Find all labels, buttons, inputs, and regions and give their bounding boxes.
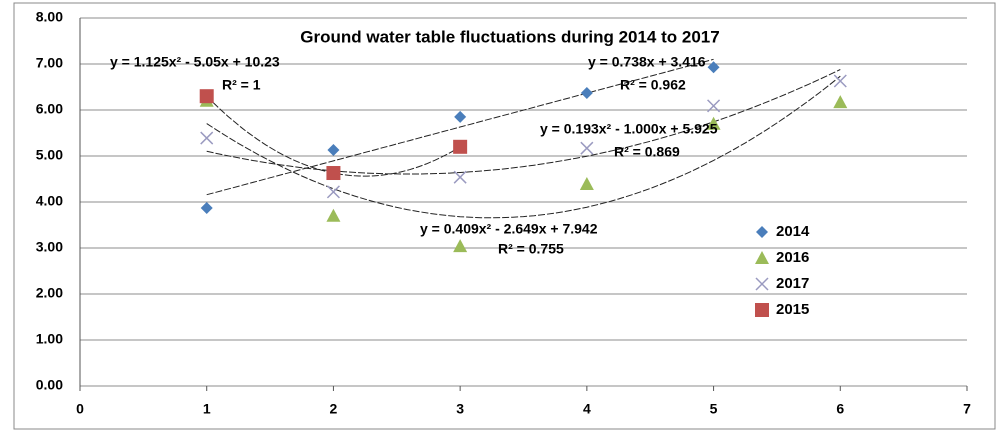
legend-marker [755, 251, 769, 264]
marker [326, 166, 341, 181]
x-tick-label: 1 [203, 401, 211, 417]
marker [706, 116, 721, 130]
legend-label: 2014 [776, 223, 810, 240]
x-tick-label: 3 [456, 401, 464, 417]
legend-label: 2015 [776, 301, 809, 318]
marker [579, 177, 594, 191]
marker [833, 95, 848, 109]
marker [200, 131, 214, 145]
annotation: R² = 0.755 [498, 241, 564, 257]
annotation: y = 1.125x² - 5.05x + 10.23 [110, 54, 280, 70]
x-tick-label: 2 [330, 401, 338, 417]
annotation: y = 0.409x² - 2.649x + 7.942 [420, 221, 598, 237]
marker [326, 208, 341, 222]
annotation: R² = 0.869 [614, 144, 680, 160]
marker [199, 89, 214, 104]
legend-marker [755, 303, 769, 317]
trendline [206, 69, 841, 175]
legend-marker [756, 226, 768, 238]
x-tick-label: 7 [963, 401, 971, 417]
marker [453, 170, 467, 184]
marker [707, 99, 721, 113]
annotation: R² = 0.962 [620, 77, 686, 93]
y-tick-label: 4.00 [36, 193, 63, 209]
marker [200, 201, 213, 214]
legend-label: 2016 [776, 249, 809, 266]
x-tick-label: 0 [76, 401, 84, 417]
y-tick-label: 3.00 [36, 239, 63, 255]
marker [453, 139, 468, 154]
y-tick-label: 8.00 [36, 9, 63, 25]
x-tick-label: 6 [836, 401, 844, 417]
y-tick-label: 0.00 [36, 377, 63, 393]
y-tick-label: 6.00 [36, 101, 63, 117]
y-tick-label: 5.00 [36, 147, 63, 163]
annotation: y = 0.193x² - 1.000x + 5.925 [540, 121, 718, 137]
x-tick-label: 4 [583, 401, 591, 417]
marker [453, 239, 468, 253]
annotation: y = 0.738x + 3.416 [588, 54, 706, 70]
marker [454, 110, 467, 123]
marker [833, 74, 847, 88]
trendline [206, 75, 841, 219]
marker [580, 141, 594, 155]
marker [580, 86, 593, 99]
marker [327, 144, 340, 157]
legend-label: 2017 [776, 275, 809, 292]
marker [326, 185, 340, 199]
trendline [206, 58, 714, 196]
chart-title: Ground water table fluctuations during 2… [300, 27, 719, 46]
y-tick-label: 2.00 [36, 285, 63, 301]
x-tick-label: 5 [710, 401, 718, 417]
y-tick-label: 7.00 [36, 55, 63, 71]
legend-marker [755, 277, 769, 291]
marker [707, 61, 720, 74]
y-tick-label: 1.00 [36, 331, 63, 347]
annotation: R² = 1 [222, 77, 261, 93]
